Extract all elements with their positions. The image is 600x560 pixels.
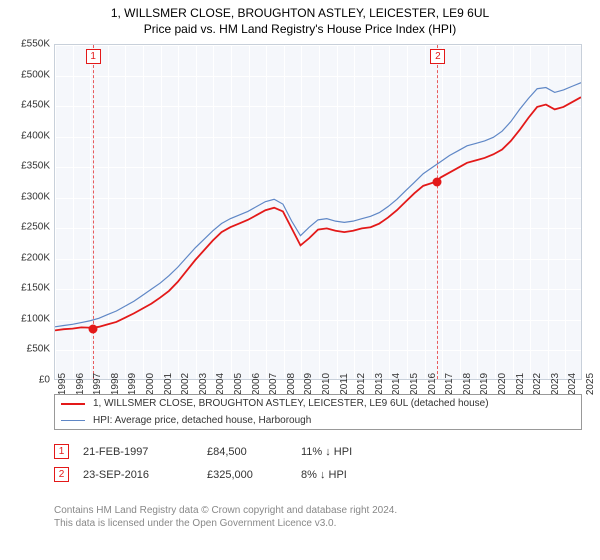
tx-number: 2 [54, 467, 69, 482]
footer-attribution: Contains HM Land Registry data © Crown c… [54, 504, 582, 530]
y-tick-label: £0 [2, 375, 50, 386]
x-tick-label: 1996 [75, 373, 86, 395]
x-tick-label: 2005 [233, 373, 244, 395]
x-tick-label: 2023 [550, 373, 561, 395]
x-tick-label: 2006 [251, 373, 262, 395]
transaction-row: 2 23-SEP-2016 £325,000 8% ↓ HPI [54, 463, 582, 486]
x-tick-label: 1998 [110, 373, 121, 395]
tx-diff: 11% ↓ HPI [301, 446, 401, 458]
x-tick-label: 2017 [444, 373, 455, 395]
series-hpi [55, 83, 581, 327]
tx-diff: 8% ↓ HPI [301, 469, 401, 481]
x-tick-label: 2016 [427, 373, 438, 395]
x-tick-label: 2015 [409, 373, 420, 395]
footer-line1: Contains HM Land Registry data © Crown c… [54, 504, 582, 517]
x-tick-label: 2022 [532, 373, 543, 395]
x-tick-label: 2011 [339, 373, 350, 395]
x-tick-label: 2004 [215, 373, 226, 395]
y-tick-label: £500K [2, 69, 50, 80]
y-tick-label: £350K [2, 161, 50, 172]
legend-swatch [61, 403, 85, 405]
x-tick-label: 2008 [286, 373, 297, 395]
x-tick-label: 2014 [391, 373, 402, 395]
x-tick-label: 2021 [515, 373, 526, 395]
reference-line-2 [437, 45, 438, 379]
x-tick-label: 2018 [462, 373, 473, 395]
series-price_paid [55, 97, 581, 330]
x-tick-label: 2013 [374, 373, 385, 395]
legend-item: 1, WILLSMER CLOSE, BROUGHTON ASTLEY, LEI… [55, 395, 581, 412]
chart-subtitle: Price paid vs. HM Land Registry's House … [0, 20, 600, 40]
x-tick-label: 2009 [303, 373, 314, 395]
x-tick-label: 2007 [268, 373, 279, 395]
y-tick-label: £50K [2, 344, 50, 355]
x-tick-label: 2010 [321, 373, 332, 395]
tx-date: 21-FEB-1997 [83, 446, 193, 458]
y-tick-label: £400K [2, 130, 50, 141]
reference-box-2: 2 [430, 49, 445, 64]
legend-label: HPI: Average price, detached house, Harb… [93, 415, 311, 426]
series-svg [55, 45, 581, 379]
x-tick-label: 2001 [163, 373, 174, 395]
x-tick-label: 2025 [585, 373, 596, 395]
y-tick-label: £200K [2, 252, 50, 263]
y-tick-label: £250K [2, 222, 50, 233]
x-tick-label: 1999 [127, 373, 138, 395]
tx-date: 23-SEP-2016 [83, 469, 193, 481]
tx-number: 1 [54, 444, 69, 459]
legend-item: HPI: Average price, detached house, Harb… [55, 412, 581, 429]
y-tick-label: £450K [2, 100, 50, 111]
marker-2 [433, 178, 442, 187]
x-tick-label: 1995 [57, 373, 68, 395]
chart-title: 1, WILLSMER CLOSE, BROUGHTON ASTLEY, LEI… [0, 0, 600, 20]
reference-box-1: 1 [86, 49, 101, 64]
chart-area: 12 £0£50K£100K£150K£200K£250K£300K£350K£… [0, 40, 600, 420]
tx-price: £325,000 [207, 469, 287, 481]
y-tick-label: £300K [2, 191, 50, 202]
y-tick-label: £100K [2, 313, 50, 324]
marker-1 [88, 325, 97, 334]
footer-line2: This data is licensed under the Open Gov… [54, 517, 582, 530]
legend-label: 1, WILLSMER CLOSE, BROUGHTON ASTLEY, LEI… [93, 398, 489, 409]
x-tick-label: 2020 [497, 373, 508, 395]
x-tick-label: 1997 [92, 373, 103, 395]
x-tick-label: 2002 [180, 373, 191, 395]
x-tick-label: 2012 [356, 373, 367, 395]
legend: 1, WILLSMER CLOSE, BROUGHTON ASTLEY, LEI… [54, 394, 582, 430]
x-tick-label: 2003 [198, 373, 209, 395]
tx-price: £84,500 [207, 446, 287, 458]
x-tick-label: 2019 [479, 373, 490, 395]
plot-region: 12 [54, 44, 582, 380]
y-tick-label: £150K [2, 283, 50, 294]
y-tick-label: £550K [2, 39, 50, 50]
x-tick-label: 2024 [567, 373, 578, 395]
x-tick-label: 2000 [145, 373, 156, 395]
legend-swatch [61, 420, 85, 421]
transaction-row: 1 21-FEB-1997 £84,500 11% ↓ HPI [54, 440, 582, 463]
transactions-table: 1 21-FEB-1997 £84,500 11% ↓ HPI 2 23-SEP-2016… [54, 440, 582, 486]
